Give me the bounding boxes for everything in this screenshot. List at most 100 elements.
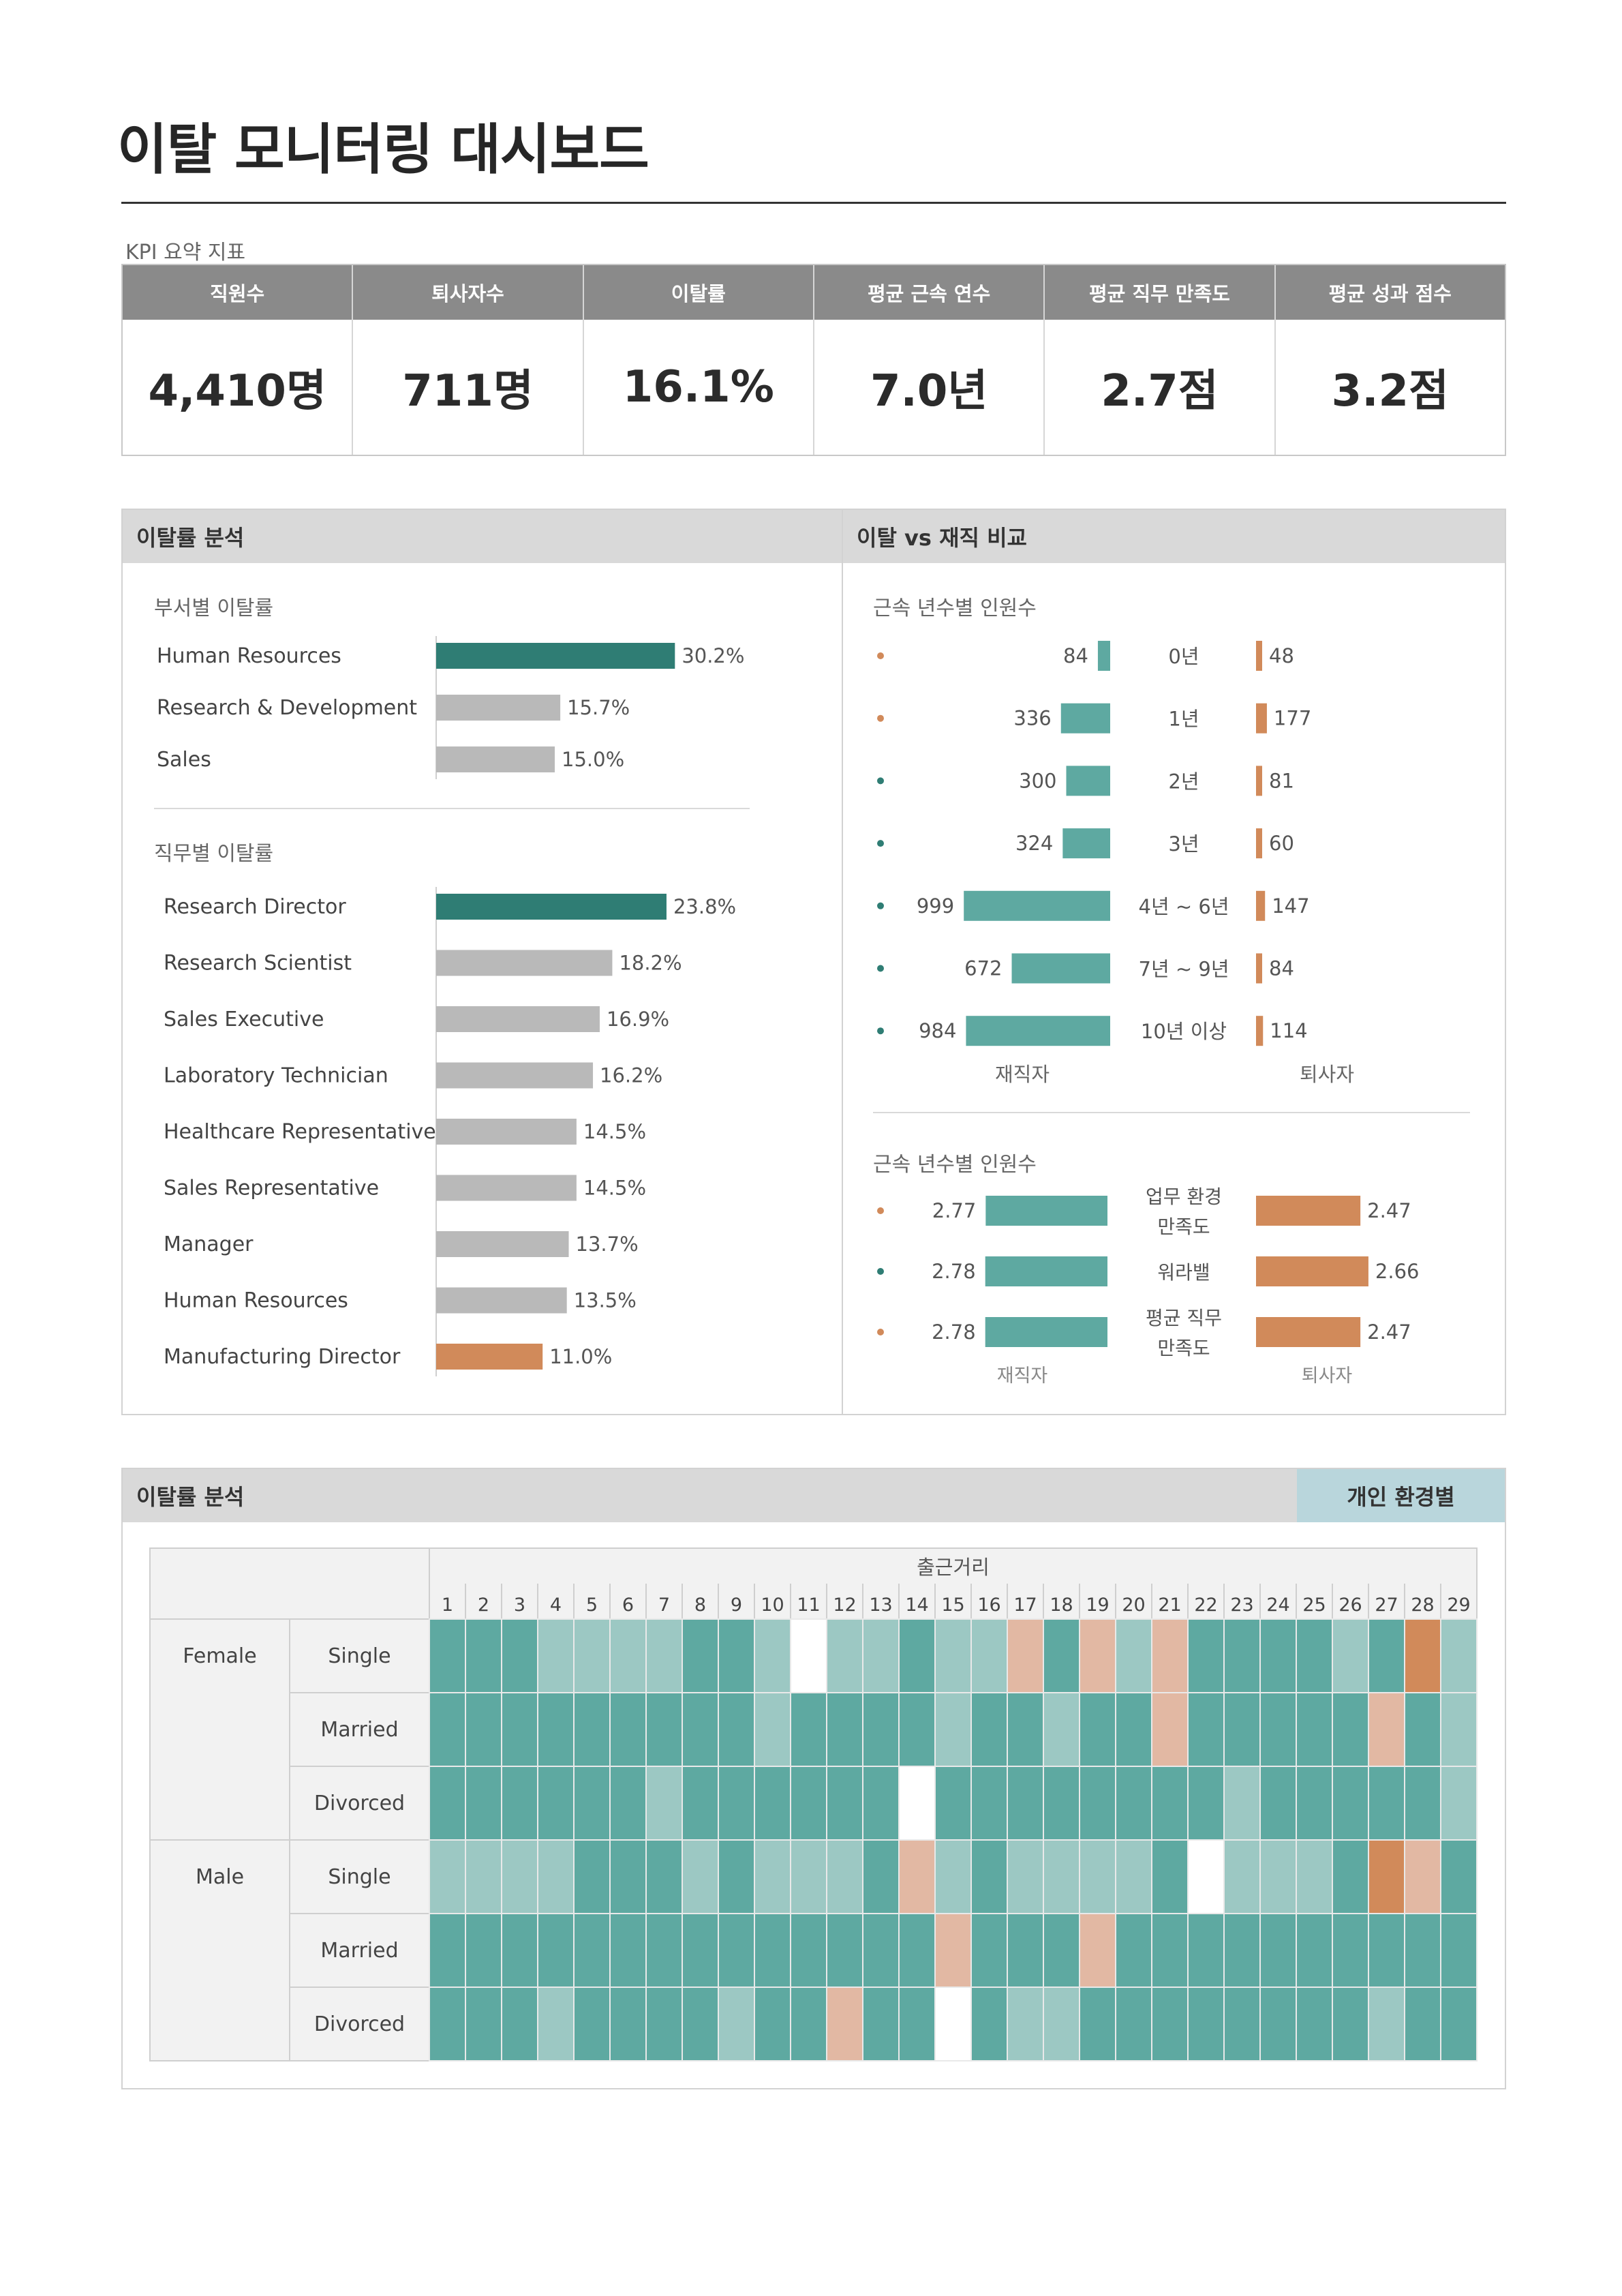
heatmap-cell [826,1618,863,1693]
heatmap-cell [429,1839,466,1914]
heatmap-cell [898,1987,936,2061]
bar-leaver [1256,828,1262,859]
data-label: 2.78 [932,1320,976,1344]
heatmap-cell [934,1618,972,1693]
heatmap-cell [790,1987,827,2061]
heatmap-cell [718,1987,755,2061]
column-label: 6 [622,1595,634,1616]
bar [436,1231,569,1257]
heatmap-cell [1007,1987,1044,2061]
heatmap-cell [718,1618,755,1693]
heatmap-cell [573,1913,611,1988]
heatmap-cell [1259,1913,1297,1988]
data-label: 13.7% [576,1233,639,1256]
heatmap-cell [934,1766,972,1841]
column-label: 8 [694,1595,706,1616]
bar-current [1062,828,1110,859]
category-label: Sales Representative [164,1177,379,1200]
panel-title: 이탈 vs 재직 비교 [843,510,1505,563]
heatmap-cell [501,1987,538,2061]
heatmap-cell [862,1766,900,1841]
heatmap-cell [1187,1839,1225,1914]
bar [436,1006,600,1032]
bar-current [985,1317,1107,1347]
kpi-value: 711명 [402,366,534,417]
category-label: Human Resources [157,644,341,668]
kpi-label: 평균 성과 점수 [1275,265,1505,320]
heatmap-cell [609,1987,647,2061]
heatmap-title: 출근거리 [917,1556,990,1579]
chart-title: 근속 년수별 인원수 [873,1153,1037,1177]
kpi-summary: 직원수 4,410명 퇴사자수 711명 이탈률 16.1% 평균 근속 연수 … [121,264,1506,456]
row-label: Single [328,1644,391,1668]
heatmap-cell [1296,1692,1333,1767]
heatmap-cell [1440,1692,1478,1767]
bar-leaver [1256,1317,1361,1347]
heatmap-cell [682,1618,719,1693]
heatmap-cell [1296,1839,1333,1914]
tab-personal-environment[interactable]: 개인 환경별 [1297,1469,1505,1522]
column-label: 15 [941,1595,964,1616]
column-label: 9 [731,1595,742,1616]
bar [436,746,555,772]
heatmap-cell [429,1913,466,1988]
marker-dot [877,1329,884,1335]
category-label: Sales Executive [164,1008,324,1031]
heatmap-cell [501,1913,538,1988]
column-label: 10 [761,1595,784,1616]
heatmap-cell [862,1987,900,2061]
heatmap-cell [1404,1913,1441,1988]
kpi-card-job-satisfaction: 평균 직무 만족도 2.7점 [1045,265,1276,455]
heatmap-cell [537,1987,575,2061]
data-label: 114 [1270,1019,1307,1042]
bar-current [1097,641,1110,671]
heatmap-panel: 이탈률 분석 개인 환경별 출근거리 1 2 3 4 5 6 7 8 9 10 11 12 13 14 15 1… [121,1468,1506,2089]
marker-dot [877,777,884,785]
heatmap-cell [1259,1987,1297,2061]
kpi-label: 퇴사자수 [353,265,583,320]
bar-leaver [1256,1016,1264,1046]
heatmap-cell [645,1618,683,1693]
heatmap-cell [1007,1766,1044,1841]
category-label: 업무 환경 [1146,1185,1222,1208]
bar-current [985,1196,1107,1226]
heatmap-cell [573,1987,611,2061]
data-label: 14.5% [583,1177,646,1200]
heatmap-cell [970,1839,1008,1914]
heatmap-cell [573,1692,611,1767]
heatmap-cell [645,1766,683,1841]
data-label: 2.77 [932,1199,977,1222]
heatmap-cell [1296,1987,1333,2061]
data-label: 30.2% [682,644,744,667]
column-label: 24 [1266,1595,1289,1616]
column-label: 20 [1122,1595,1145,1616]
column-label: 7 [658,1595,670,1616]
marker-dot [877,965,884,972]
heatmap-cell [898,1913,936,1988]
data-label: 16.9% [607,1008,669,1031]
heatmap-cell [1259,1839,1297,1914]
data-label: 672 [964,957,1002,980]
heatmap-cell [754,1766,791,1841]
column-label: 28 [1411,1595,1434,1616]
kpi-value: 4,410명 [148,366,326,417]
data-label: 60 [1269,832,1294,855]
kpi-card-tenure: 평균 근속 연수 7.0년 [814,265,1045,455]
data-label: 324 [1015,832,1053,855]
heatmap-cell [1115,1618,1152,1693]
series-label: 퇴사자 [1300,1063,1354,1086]
heatmap-cell [573,1618,611,1693]
data-label: 81 [1269,769,1294,792]
heatmap-cell [862,1913,900,1988]
kpi-label: 평균 직무 만족도 [1045,265,1274,320]
heatmap-cell [754,1839,791,1914]
heatmap-cell [429,1692,466,1767]
column-label: 27 [1375,1595,1398,1616]
row-label: Married [320,1718,398,1742]
bar-leaver [1256,890,1266,921]
category-label: 1년 [1168,708,1199,731]
heatmap-cell [537,1692,575,1767]
column-label: 23 [1230,1595,1253,1616]
heatmap-cell [1440,1618,1478,1693]
bar-leaver [1256,641,1262,671]
